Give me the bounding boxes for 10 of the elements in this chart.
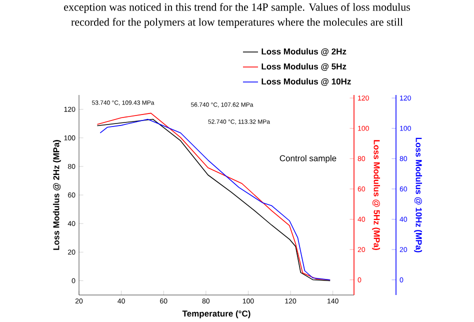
legend-label: Loss Modulus @ 10Hz: [262, 78, 351, 86]
text: exception was noticed in this trend for the 14P sample. Values of loss modulus: [64, 2, 410, 14]
annotation: Control sample: [280, 155, 336, 163]
x-axis-title: Temperature (°C): [182, 310, 250, 318]
y-axis-title: Loss Modulus @ 2Hz (MPa): [52, 140, 61, 250]
legend-label: Loss Modulus @ 5Hz: [262, 63, 346, 71]
y2-axis-title: Loss Modulus @ 5Hz (MPa): [372, 140, 380, 250]
text: recorded for the polymers at low temperatures where the molecules are still: [71, 18, 403, 28]
legend-label: Loss Modulus @ 2Hz: [262, 48, 346, 56]
y3-axis-title: Loss Modulus @ 10Hz (MPa): [414, 138, 422, 252]
